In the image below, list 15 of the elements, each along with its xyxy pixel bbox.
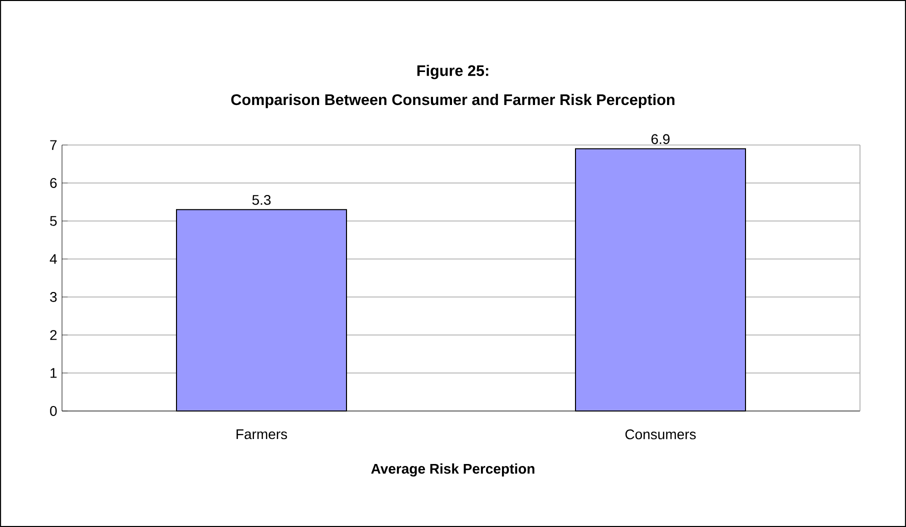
y-tick-label: 2 [50,330,57,340]
chart-title: Figure 25: [417,64,488,80]
y-tick-label: 5 [50,216,57,226]
data-label: 5.3 [252,194,271,205]
y-tick-label: 7 [50,140,57,150]
chart-subtitle: Comparison Between Consumer and Farmer Risk Perception [231,94,674,108]
y-tick-label: 4 [50,254,57,264]
x-tick-label: Farmers [236,429,288,440]
data-label: 6.9 [651,134,670,144]
x-axis-title: Average Risk Perception [371,463,534,477]
y-tick-label: 3 [50,292,57,302]
y-tick-label: 6 [50,178,57,188]
y-tick-label: 0 [50,406,57,416]
x-tick-label: Consumers [625,429,696,440]
y-tick-label: 1 [50,368,57,378]
